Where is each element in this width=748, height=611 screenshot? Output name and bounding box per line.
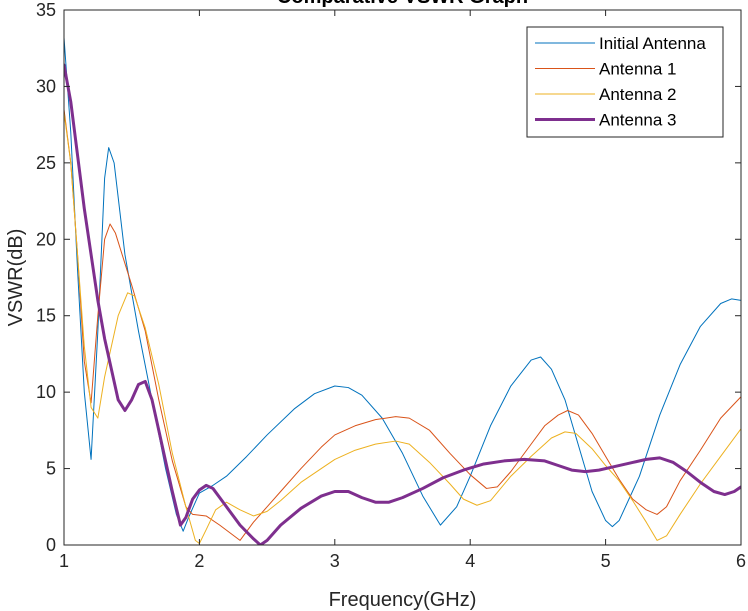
y-tick-label: 10 bbox=[36, 382, 56, 402]
y-axis-label: VSWR(dB) bbox=[5, 229, 27, 327]
legend: Initial Antenna Antenna 1 Antenna 2 Antenna… bbox=[526, 26, 724, 138]
x-tick-label: 6 bbox=[736, 551, 746, 571]
y-tick-label: 15 bbox=[36, 306, 56, 326]
y-tick-label: 25 bbox=[36, 153, 56, 173]
legend-label-antenna-3: Antenna 3 bbox=[599, 111, 677, 130]
series-line-antenna-2 bbox=[64, 111, 741, 544]
series-line-initial-antenna bbox=[64, 37, 741, 532]
legend-label-antenna-2: Antenna 2 bbox=[599, 85, 677, 104]
y-tick-label: 30 bbox=[36, 76, 56, 96]
series-line-antenna-3 bbox=[64, 63, 741, 545]
y-tick-label: 5 bbox=[46, 459, 56, 479]
legend-label-antenna-1: Antenna 1 bbox=[599, 60, 677, 79]
series-line-antenna-1 bbox=[64, 108, 741, 541]
x-tick-label: 2 bbox=[194, 551, 204, 571]
legend-label-initial-antenna: Initial Antenna bbox=[599, 34, 706, 53]
x-tick-label: 4 bbox=[465, 551, 475, 571]
series-group bbox=[64, 37, 741, 545]
x-axis-label: Frequency(GHz) bbox=[329, 589, 477, 611]
y-tick-label: 20 bbox=[36, 229, 56, 249]
y-tick-label: 0 bbox=[46, 535, 56, 555]
x-tick-label: 3 bbox=[330, 551, 340, 571]
x-tick-label: 1 bbox=[59, 551, 69, 571]
chart-title: Comparative VSWR Graph bbox=[277, 0, 528, 8]
axes-box bbox=[63, 9, 742, 546]
x-tick-label: 5 bbox=[601, 551, 611, 571]
y-tick-label: 35 bbox=[36, 0, 56, 20]
